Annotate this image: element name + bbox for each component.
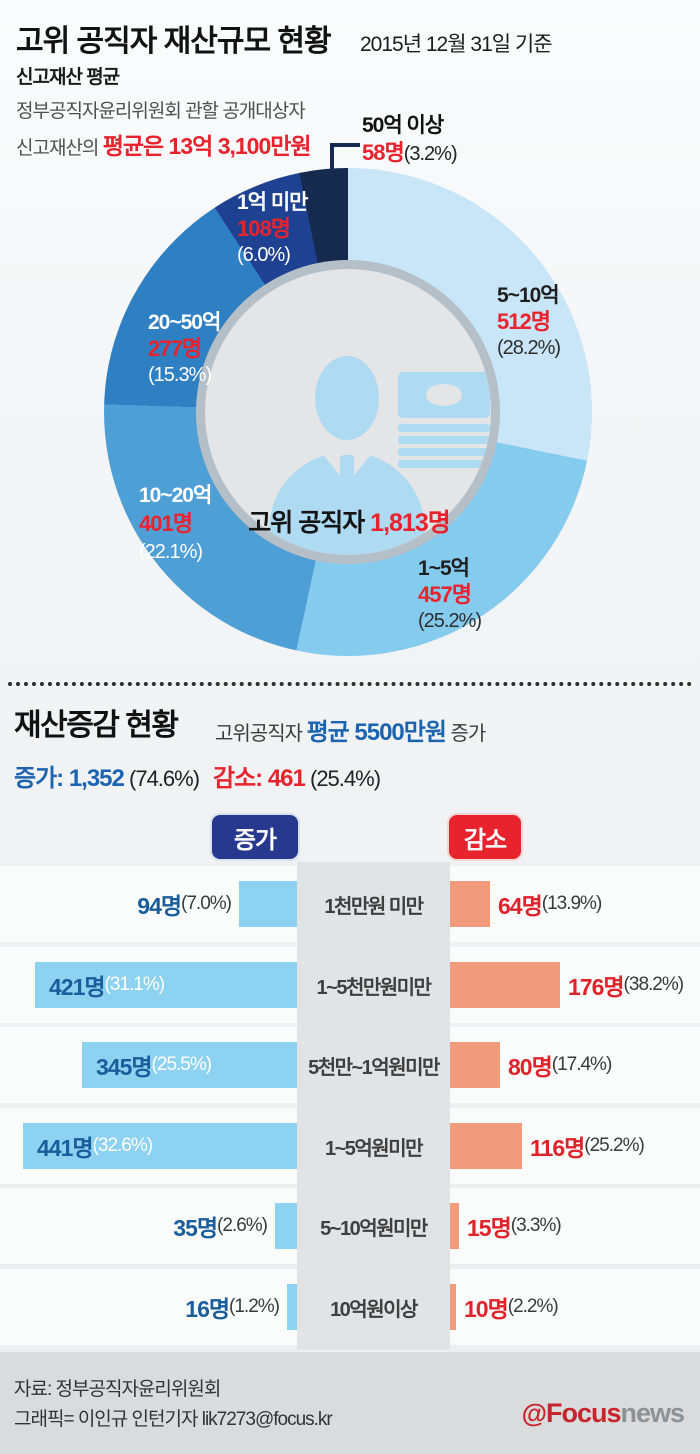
category-column: 1천만원 미만 1~5천만원미만 5천만~1억원미만 1~5억원미만 5~10억…	[297, 862, 450, 1350]
decrease-bar	[450, 1123, 522, 1169]
money-stack-icon	[398, 424, 490, 432]
decrease-bar	[450, 1042, 500, 1088]
section2-title: 재산증감 현황	[14, 709, 179, 742]
increase-badge: 증가	[210, 813, 300, 861]
source-credit: 자료: 정부공직자윤리위원회	[14, 1379, 221, 1400]
increase-value-label: 16명 (1.2%)	[185, 1296, 280, 1322]
decrease-value-label: 10명 (2.2%)	[464, 1296, 559, 1322]
center-label-value: 1,813명	[370, 509, 451, 537]
person-tie-icon	[340, 455, 354, 519]
section1-subtitle: 신고재산 평균	[16, 67, 120, 88]
logo-mark-icon: @	[521, 1398, 547, 1428]
callout-line	[330, 143, 334, 175]
money-stack-icon	[398, 448, 490, 456]
decrease-value-label: 176명 (38.2%)	[568, 974, 684, 1000]
section1-desc-line1: 정부공직자윤리위원회 관할 공개대상자	[16, 101, 306, 122]
decrease-bar	[450, 1203, 459, 1249]
increase-value-label: 345명 (25.5%)	[96, 1054, 212, 1080]
page-title: 고위 공직자 재산규모 현황	[16, 25, 332, 58]
decrease-value-label: 116명 (25.2%)	[530, 1135, 645, 1161]
money-bill-oval-icon	[426, 384, 462, 406]
desc-highlight: 평균은 13억 3,100만원	[102, 133, 312, 159]
increase-bar	[239, 881, 297, 927]
decrease-bar	[450, 962, 560, 1008]
pie-label-20-50: 20~50억 277명 (15.3%)	[148, 311, 221, 386]
category-label: 1천만원 미만	[324, 895, 424, 918]
decrease-value-label: 80명 (17.4%)	[508, 1054, 612, 1080]
decrease-bar	[450, 1284, 456, 1330]
pie-label-1-5: 1~5억 457명 (25.2%)	[418, 557, 482, 632]
date-note: 2015년 12월 31일 기준	[360, 33, 553, 56]
desc-prefix: 신고재산의	[16, 138, 103, 159]
decrease-bar	[450, 881, 490, 927]
category-label: 5천만~1억원미만	[308, 1056, 440, 1079]
dotted-divider	[8, 682, 692, 686]
pie-label-10-20: 10~20억 401명 (22.1%)	[139, 484, 212, 563]
increase-value-label: 94명 (7.0%)	[137, 893, 232, 919]
decrease-badge: 감소	[447, 813, 523, 861]
increase-value-label: 35명 (2.6%)	[173, 1215, 268, 1241]
donut-center	[205, 269, 491, 555]
increase-value-label: 421명 (31.1%)	[49, 974, 165, 1000]
footer: 자료: 정부공직자윤리위원회 그래픽= 이인규 인턴기자 lik7273@foc…	[0, 1352, 700, 1454]
increase-total: 증가: 1,352 (74.6%)	[14, 765, 200, 792]
increase-bar	[23, 1123, 297, 1169]
category-label: 1~5천만원미만	[316, 976, 432, 999]
graphic-credit: 그래픽= 이인규 인턴기자 lik7273@focus.kr	[14, 1409, 333, 1430]
category-label: 10억원이상	[330, 1298, 418, 1321]
donut-center-label: 고위 공직자 1,813명	[204, 503, 494, 539]
pie-label-over-50: 50억 이상 58명(3.2%)	[362, 114, 458, 165]
increase-bar	[287, 1284, 297, 1330]
section1-desc-line2: 신고재산의 평균은 13억 3,100만원	[16, 127, 312, 161]
person-icon	[315, 356, 379, 440]
pie-label-5-10: 5~10억 512명 (28.2%)	[497, 284, 561, 359]
decrease-total: 감소: 461 (25.4%)	[213, 765, 381, 792]
increase-bar	[275, 1203, 297, 1249]
category-label: 1~5억원미만	[324, 1137, 424, 1160]
pie-label-under-1: 1억 미만 108명 (6.0%)	[237, 191, 308, 266]
increase-bar	[35, 962, 297, 1008]
category-label: 5~10억원미만	[320, 1217, 428, 1240]
increase-bar	[82, 1042, 297, 1088]
section2-subtitle: 고위공직자 평균 5500만원 증가	[215, 719, 486, 746]
decrease-value-label: 64명 (13.9%)	[498, 893, 602, 919]
center-label-text: 고위 공직자	[248, 509, 371, 537]
decrease-value-label: 15명 (3.3%)	[467, 1215, 562, 1241]
money-stack-icon	[398, 460, 490, 468]
money-stack-icon	[398, 436, 490, 444]
focus-news-logo: @Focusnews	[521, 1398, 685, 1428]
callout-line	[330, 143, 360, 147]
increase-value-label: 441명 (32.6%)	[37, 1135, 153, 1161]
